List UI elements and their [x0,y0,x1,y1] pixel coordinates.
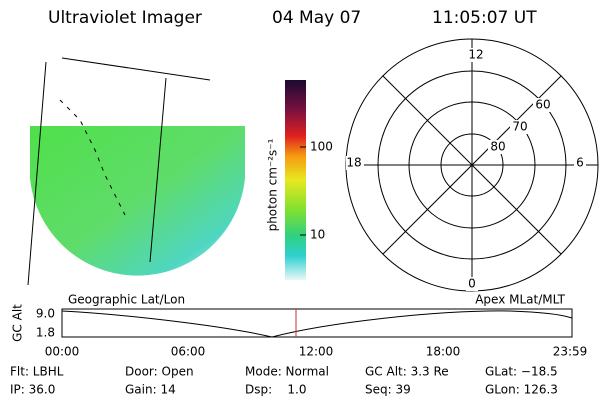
label-bg [510,120,530,134]
timeline-title: Geographic Lat/Lon [68,293,185,307]
altitude-curve [61,310,573,338]
footer-field: Dsp: 1.0 [245,383,307,397]
footer-field: GC Alt: 3.3 Re [365,365,449,379]
colorbar-tick-label: 10 [310,228,325,242]
label-bg [574,156,586,170]
colorbar [285,80,306,280]
x-tick-label: 06:00 [171,345,206,359]
timeline-title: Apex MLat/MLT [475,293,565,307]
label-bg [468,48,486,62]
mlt-label: 12 [468,48,483,62]
label-bg [466,277,478,291]
polar-grid [345,38,599,292]
footer-field: GLat: −18.5 [485,365,558,379]
x-tick-label: 00:00 [45,345,80,359]
title: Ultraviolet Imager [48,8,202,28]
y-tick-label: 1.8 [36,326,55,340]
time: 11:05:07 UT [432,8,537,28]
footer: Flt: LBHL Door: Open Mode: Normal GC Alt: 3… [10,365,558,397]
label-bg [533,98,553,112]
footer-field: Flt: LBHL [10,365,64,379]
lat-label: 80 [490,140,505,154]
x-tick-label: 18:00 [426,345,461,359]
mlt-label: 18 [346,156,361,170]
x-tick-label: 12:00 [299,345,334,359]
axis [382,75,562,255]
grid-line [149,77,167,263]
axis-label: GC Alt [11,304,25,342]
mlt-label: 6 [576,156,584,170]
footer-field: GLon: 126.3 [485,383,558,397]
uv-image [27,57,245,286]
mlt-label: 0 [468,277,476,291]
footer-field: Mode: Normal [245,365,329,379]
colorbar-label: photon cm⁻²s⁻¹ [266,138,280,231]
footer-field: IP: 36.0 [10,383,55,397]
footer-field: Door: Open [125,365,194,379]
lat-label: 70 [512,120,527,134]
image-disk [30,126,245,276]
footer-field: Seq: 39 [365,383,411,397]
timeline-frame [61,308,573,338]
colorbar-tick-label: 100 [310,140,333,154]
grid-line [61,57,211,81]
lat-label: 60 [535,98,550,112]
y-tick-label: 9.0 [36,307,55,321]
date: 04 May 07 [272,8,361,28]
grid-dashed [59,99,126,216]
label-bg [488,140,508,154]
footer-field: Gain: 14 [125,383,176,397]
label-bg [346,156,364,170]
x-tick-label: 23:59 [553,345,588,359]
grid-line [27,61,47,286]
